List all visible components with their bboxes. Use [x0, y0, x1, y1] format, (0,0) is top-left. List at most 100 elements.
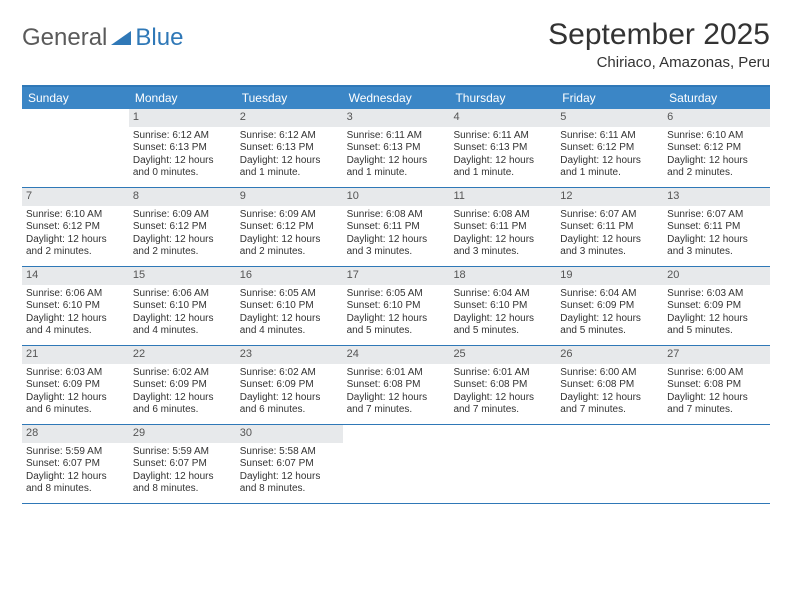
sunrise-text: Sunrise: 6:03 AM	[26, 367, 125, 380]
day-cell: 7Sunrise: 6:10 AMSunset: 6:12 PMDaylight…	[22, 188, 129, 266]
daylight-text: and 2 minutes.	[133, 246, 232, 259]
sunset-text: Sunset: 6:13 PM	[347, 142, 446, 155]
calendar: SundayMondayTuesdayWednesdayThursdayFrid…	[22, 85, 770, 504]
daylight-text: Daylight: 12 hours	[560, 313, 659, 326]
day-cell: 18Sunrise: 6:04 AMSunset: 6:10 PMDayligh…	[449, 267, 556, 345]
daylight-text: Daylight: 12 hours	[240, 392, 339, 405]
daylight-text: Daylight: 12 hours	[667, 234, 766, 247]
daylight-text: and 2 minutes.	[667, 167, 766, 180]
daylight-text: Daylight: 12 hours	[560, 234, 659, 247]
day-cell: 6Sunrise: 6:10 AMSunset: 6:12 PMDaylight…	[663, 109, 770, 187]
sunrise-text: Sunrise: 6:10 AM	[26, 209, 125, 222]
daylight-text: Daylight: 12 hours	[453, 234, 552, 247]
sunset-text: Sunset: 6:10 PM	[133, 300, 232, 313]
sunset-text: Sunset: 6:12 PM	[26, 221, 125, 234]
sunrise-text: Sunrise: 6:05 AM	[347, 288, 446, 301]
sunset-text: Sunset: 6:12 PM	[240, 221, 339, 234]
daylight-text: and 7 minutes.	[560, 404, 659, 417]
sunrise-text: Sunrise: 6:00 AM	[667, 367, 766, 380]
sunset-text: Sunset: 6:10 PM	[240, 300, 339, 313]
day-cell: 22Sunrise: 6:02 AMSunset: 6:09 PMDayligh…	[129, 346, 236, 424]
sunset-text: Sunset: 6:08 PM	[453, 379, 552, 392]
daylight-text: Daylight: 12 hours	[133, 471, 232, 484]
daylight-text: and 7 minutes.	[453, 404, 552, 417]
week-row: 14Sunrise: 6:06 AMSunset: 6:10 PMDayligh…	[22, 267, 770, 346]
day-cell: 12Sunrise: 6:07 AMSunset: 6:11 PMDayligh…	[556, 188, 663, 266]
daylight-text: and 3 minutes.	[667, 246, 766, 259]
day-number: 15	[129, 267, 236, 285]
daylight-text: and 8 minutes.	[133, 483, 232, 496]
day-cell: 8Sunrise: 6:09 AMSunset: 6:12 PMDaylight…	[129, 188, 236, 266]
sunrise-text: Sunrise: 6:03 AM	[667, 288, 766, 301]
day-cell: 13Sunrise: 6:07 AMSunset: 6:11 PMDayligh…	[663, 188, 770, 266]
daylight-text: and 5 minutes.	[667, 325, 766, 338]
day-number: 19	[556, 267, 663, 285]
sunset-text: Sunset: 6:11 PM	[453, 221, 552, 234]
daylight-text: Daylight: 12 hours	[133, 313, 232, 326]
day-number: 18	[449, 267, 556, 285]
sunrise-text: Sunrise: 6:11 AM	[347, 130, 446, 143]
week-row: 1Sunrise: 6:12 AMSunset: 6:13 PMDaylight…	[22, 109, 770, 188]
day-number: 5	[556, 109, 663, 127]
sunset-text: Sunset: 6:09 PM	[667, 300, 766, 313]
sunrise-text: Sunrise: 6:04 AM	[453, 288, 552, 301]
sunrise-text: Sunrise: 6:08 AM	[453, 209, 552, 222]
day-header: Friday	[556, 87, 663, 109]
day-number: 8	[129, 188, 236, 206]
daylight-text: Daylight: 12 hours	[560, 392, 659, 405]
sunrise-text: Sunrise: 6:07 AM	[667, 209, 766, 222]
day-number: 2	[236, 109, 343, 127]
day-header: Tuesday	[236, 87, 343, 109]
sunrise-text: Sunrise: 5:58 AM	[240, 446, 339, 459]
daylight-text: and 8 minutes.	[240, 483, 339, 496]
daylight-text: Daylight: 12 hours	[667, 313, 766, 326]
day-cell: 19Sunrise: 6:04 AMSunset: 6:09 PMDayligh…	[556, 267, 663, 345]
daylight-text: Daylight: 12 hours	[240, 155, 339, 168]
header: General Blue September 2025 Chiriaco, Am…	[22, 18, 770, 71]
logo-text-blue: Blue	[135, 24, 183, 52]
day-header: Monday	[129, 87, 236, 109]
day-cell: 10Sunrise: 6:08 AMSunset: 6:11 PMDayligh…	[343, 188, 450, 266]
sunrise-text: Sunrise: 6:10 AM	[667, 130, 766, 143]
daylight-text: Daylight: 12 hours	[240, 313, 339, 326]
sunrise-text: Sunrise: 6:11 AM	[453, 130, 552, 143]
day-number: 30	[236, 425, 343, 443]
daylight-text: Daylight: 12 hours	[453, 313, 552, 326]
day-number: 16	[236, 267, 343, 285]
day-header: Sunday	[22, 87, 129, 109]
week-row: 21Sunrise: 6:03 AMSunset: 6:09 PMDayligh…	[22, 346, 770, 425]
location-text: Chiriaco, Amazonas, Peru	[548, 54, 770, 71]
sunrise-text: Sunrise: 6:06 AM	[133, 288, 232, 301]
day-header-row: SundayMondayTuesdayWednesdayThursdayFrid…	[22, 87, 770, 109]
daylight-text: Daylight: 12 hours	[240, 234, 339, 247]
daylight-text: Daylight: 12 hours	[133, 155, 232, 168]
day-number: 28	[22, 425, 129, 443]
day-number: 13	[663, 188, 770, 206]
day-number: 10	[343, 188, 450, 206]
day-cell: 23Sunrise: 6:02 AMSunset: 6:09 PMDayligh…	[236, 346, 343, 424]
day-cell: 14Sunrise: 6:06 AMSunset: 6:10 PMDayligh…	[22, 267, 129, 345]
day-number: 6	[663, 109, 770, 127]
day-cell	[663, 425, 770, 503]
logo-text-general: General	[22, 24, 107, 52]
day-number: 1	[129, 109, 236, 127]
day-cell: 24Sunrise: 6:01 AMSunset: 6:08 PMDayligh…	[343, 346, 450, 424]
day-header: Saturday	[663, 87, 770, 109]
sunset-text: Sunset: 6:13 PM	[133, 142, 232, 155]
sunset-text: Sunset: 6:12 PM	[667, 142, 766, 155]
day-cell: 21Sunrise: 6:03 AMSunset: 6:09 PMDayligh…	[22, 346, 129, 424]
sunrise-text: Sunrise: 6:09 AM	[133, 209, 232, 222]
day-cell: 28Sunrise: 5:59 AMSunset: 6:07 PMDayligh…	[22, 425, 129, 503]
sunset-text: Sunset: 6:09 PM	[240, 379, 339, 392]
day-cell: 1Sunrise: 6:12 AMSunset: 6:13 PMDaylight…	[129, 109, 236, 187]
day-cell: 26Sunrise: 6:00 AMSunset: 6:08 PMDayligh…	[556, 346, 663, 424]
daylight-text: and 1 minute.	[560, 167, 659, 180]
day-number: 7	[22, 188, 129, 206]
daylight-text: and 5 minutes.	[560, 325, 659, 338]
sunset-text: Sunset: 6:12 PM	[560, 142, 659, 155]
sunrise-text: Sunrise: 6:05 AM	[240, 288, 339, 301]
daylight-text: Daylight: 12 hours	[347, 234, 446, 247]
daylight-text: Daylight: 12 hours	[133, 234, 232, 247]
sunset-text: Sunset: 6:11 PM	[560, 221, 659, 234]
sunrise-text: Sunrise: 6:06 AM	[26, 288, 125, 301]
